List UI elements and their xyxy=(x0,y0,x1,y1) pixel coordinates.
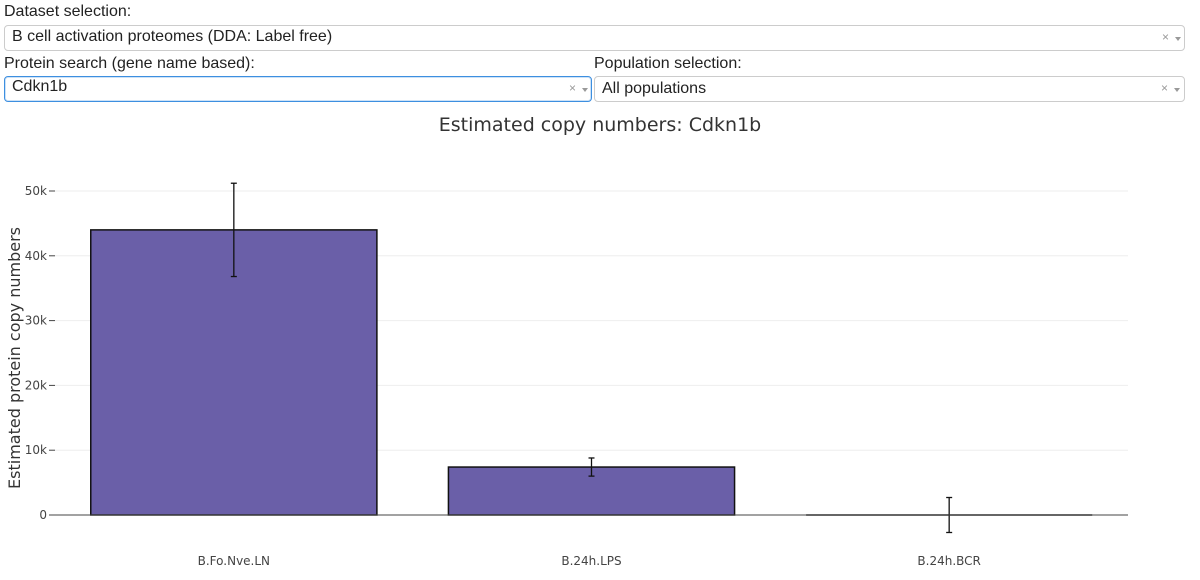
y-tick-label: 50k xyxy=(25,184,47,198)
clear-icon[interactable]: × xyxy=(569,81,577,95)
y-tick-label: 30k xyxy=(25,314,47,328)
chevron-down-icon[interactable] xyxy=(1175,37,1181,41)
bar[interactable] xyxy=(90,229,378,516)
dataset-select[interactable]: B cell activation proteomes (DDA: Label … xyxy=(4,25,1185,51)
dataset-selection-label: Dataset selection: xyxy=(4,3,132,20)
chevron-down-icon[interactable] xyxy=(582,88,588,92)
population-selection-label: Population selection: xyxy=(594,55,742,72)
chevron-down-icon[interactable] xyxy=(1174,88,1180,92)
population-select[interactable]: All populations × xyxy=(594,76,1185,102)
y-tick-label: 0 xyxy=(39,508,47,522)
population-select-value: All populations xyxy=(602,80,707,97)
dataset-select-value: B cell activation proteomes (DDA: Label … xyxy=(12,28,333,45)
protein-search-value: Cdkn1b xyxy=(12,78,68,95)
clear-icon[interactable]: × xyxy=(1161,81,1169,95)
chart-title: Estimated copy numbers: Cdkn1b xyxy=(438,114,762,136)
x-tick-label: B.Fo.Nve.LN xyxy=(198,554,270,568)
protein-search-label: Protein search (gene name based): xyxy=(4,55,255,72)
y-tick-label: 20k xyxy=(25,378,47,392)
x-tick-label: B.24h.BCR xyxy=(917,554,980,568)
y-tick-label: 10k xyxy=(25,443,47,457)
protein-search-input[interactable]: Cdkn1b × xyxy=(4,76,592,102)
y-tick-label: 40k xyxy=(25,249,47,263)
clear-icon[interactable]: × xyxy=(1162,30,1170,44)
x-tick-label: B.24h.LPS xyxy=(561,554,621,568)
y-axis-title: Estimated protein copy numbers xyxy=(5,227,24,489)
